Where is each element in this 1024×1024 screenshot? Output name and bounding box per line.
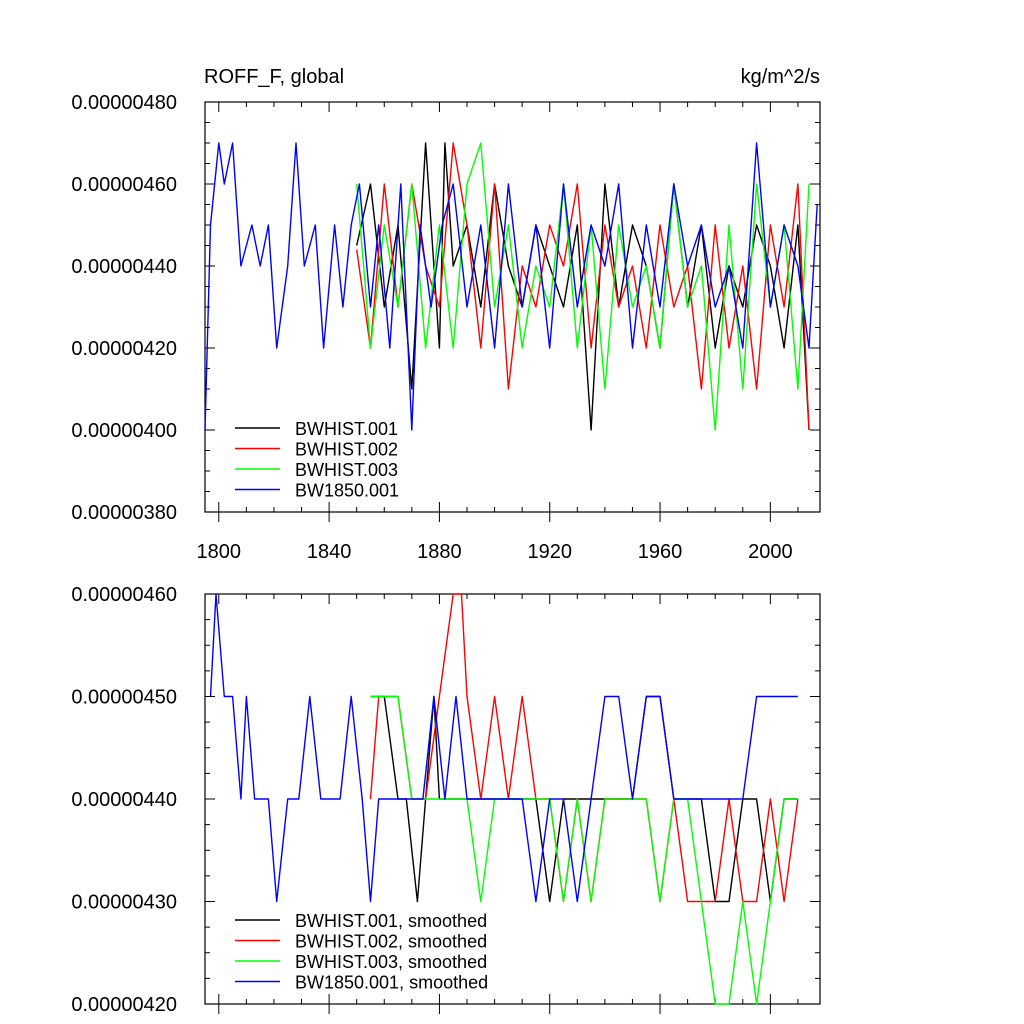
- y-tick-label: 0.00000420: [71, 994, 177, 1016]
- top-series-line-4: [204, 142, 818, 431]
- y-tick-label: 0.00000460: [71, 174, 177, 196]
- legend-label: BWHIST.001, smoothed: [295, 911, 487, 931]
- x-tick-label: 1920: [527, 541, 572, 563]
- y-tick-label: 0.00000380: [71, 502, 177, 524]
- top-series: [204, 142, 818, 431]
- bottom-panel: 0.00000420 0.00000430 0.00000440 0.00000450…: [71, 584, 821, 1016]
- y-tick-label: 0.00000460: [71, 584, 177, 606]
- bottom-x-ticks: [218, 594, 799, 1014]
- y-tick-label: 0.00000430: [71, 892, 177, 914]
- legend-label: BW1850.001: [295, 481, 399, 501]
- y-tick-label: 0.00000440: [71, 789, 177, 811]
- bottom-series: [209, 593, 799, 1005]
- y-tick-label: 0.00000480: [71, 92, 177, 114]
- x-tick-label: 1800: [197, 541, 242, 563]
- top-panel: ROFF_F, global kg/m^2/s 0.000003800.0000…: [71, 66, 821, 563]
- top-panel-units: kg/m^2/s: [741, 66, 820, 88]
- legend-label: BWHIST.003, smoothed: [295, 952, 487, 972]
- top-series-line-2: [356, 142, 810, 431]
- x-tick-label: 1960: [638, 541, 683, 563]
- x-tick-label: 1840: [307, 541, 352, 563]
- y-tick-label: 0.00000440: [71, 256, 177, 278]
- y-tick-label: 0.00000420: [71, 338, 177, 360]
- legend-label: BWHIST.003: [295, 460, 398, 480]
- y-tick-label: 0.00000450: [71, 687, 177, 709]
- legend-label: BWHIST.002, smoothed: [295, 932, 487, 952]
- x-tick-label: 1880: [417, 541, 462, 563]
- legend-label: BWHIST.001: [295, 419, 398, 439]
- bottom-y-ticks: 0.00000420 0.00000430 0.00000440 0.00000450…: [71, 584, 820, 1016]
- x-tick-label: 2000: [748, 541, 793, 563]
- top-series-line-3: [356, 142, 810, 431]
- top-y-ticks: 0.00000380 0.00000400 0.00000420 0.00000440…: [71, 92, 820, 524]
- top-series-line-1: [356, 142, 810, 431]
- legend-label: BWHIST.002: [295, 440, 398, 460]
- top-x-ticks: 1800 1840 1880 1920 1960 2000: [197, 102, 799, 563]
- y-tick-label: 0.00000400: [71, 420, 177, 442]
- legend-label: BW1850.001, smoothed: [295, 973, 488, 993]
- bottom-series-line-4: [209, 593, 798, 903]
- top-panel-title: ROFF_F, global: [204, 66, 344, 88]
